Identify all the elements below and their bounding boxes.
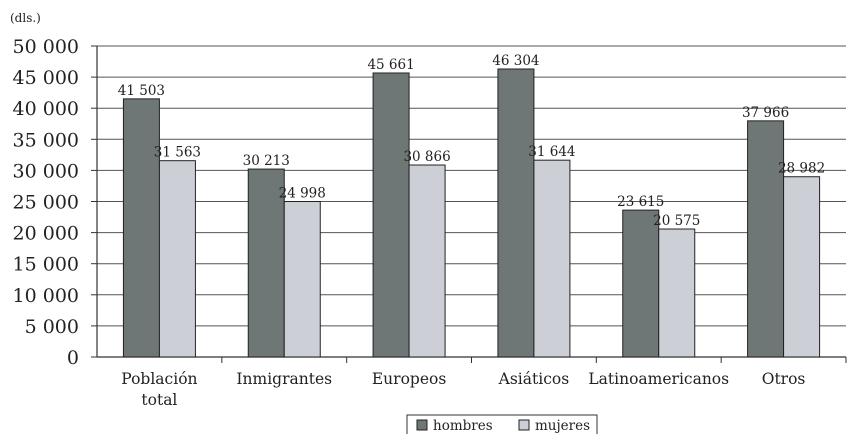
y-axis-ticks: 0 5 000 10 000 15 000 20 000 25 000 30 000 35 0… xyxy=(13,36,97,369)
y-tick-label: 20 000 xyxy=(13,223,79,245)
y-tick-label: 45 000 xyxy=(13,67,79,89)
bar-mujeres xyxy=(408,164,446,358)
x-category-label: total xyxy=(141,391,177,409)
y-tick-label: 35 000 xyxy=(13,129,79,151)
bar-mujeres xyxy=(283,201,321,358)
y-tick-label: 30 000 xyxy=(13,160,79,182)
x-category-label: Latinoamericanos xyxy=(588,370,729,388)
data-label-hombres: 30 213 xyxy=(243,153,290,169)
bar-hombres xyxy=(747,120,785,358)
data-label-hombres: 37 966 xyxy=(742,105,789,121)
x-category-label: Europeos xyxy=(372,370,446,388)
y-tick-label: 10 000 xyxy=(13,285,79,307)
data-label-mujeres: 30 866 xyxy=(403,149,450,165)
x-category-label: Inmigrantes xyxy=(236,370,332,388)
y-tick-label: 40 000 xyxy=(13,98,79,120)
legend: hombres mujeres xyxy=(406,414,598,436)
data-label-mujeres: 20 575 xyxy=(653,213,700,229)
data-label-mujeres: 31 563 xyxy=(154,145,201,161)
y-tick-label: 0 xyxy=(67,347,79,369)
x-category-label: Otros xyxy=(762,370,806,388)
x-category-label: Asiáticos xyxy=(498,370,570,388)
y-tick-label: 25 000 xyxy=(13,192,79,214)
data-label-hombres: 45 661 xyxy=(367,57,414,73)
data-label-hombres: 46 304 xyxy=(492,53,539,69)
y-tick-label: 50 000 xyxy=(13,36,79,58)
bar-hombres xyxy=(122,98,160,358)
x-category-label: Población xyxy=(121,370,197,388)
legend-label-hombres: hombres xyxy=(433,418,493,434)
bar-mujeres xyxy=(658,228,696,358)
unit-label: (dls.) xyxy=(10,11,41,25)
y-tick-label: 5 000 xyxy=(25,316,79,338)
data-label-mujeres: 28 982 xyxy=(778,161,825,177)
bar-hombres xyxy=(622,209,660,358)
bar-mujeres xyxy=(783,176,821,358)
data-label-hombres: 23 615 xyxy=(617,194,664,210)
bar-mujeres xyxy=(158,160,196,358)
bar-hombres xyxy=(372,72,410,358)
x-axis-categories: Población total Inmigrantes Europeos Asiátic… xyxy=(121,370,805,409)
bars: 41 503 31 563 30 213 24 998 45 661 30 866 46 3… xyxy=(118,53,825,358)
y-tick-label: 15 000 xyxy=(13,254,79,276)
data-label-mujeres: 24 998 xyxy=(279,186,326,202)
legend-swatch-mujeres xyxy=(518,419,530,431)
legend-swatch-hombres xyxy=(416,419,428,431)
gridlines xyxy=(97,45,846,327)
bar-mujeres xyxy=(533,159,571,358)
data-label-mujeres: 31 644 xyxy=(528,144,575,160)
bar-hombres xyxy=(497,68,535,358)
legend-label-mujeres: mujeres xyxy=(535,418,590,434)
axes xyxy=(96,46,847,363)
data-label-hombres: 41 503 xyxy=(118,83,165,99)
